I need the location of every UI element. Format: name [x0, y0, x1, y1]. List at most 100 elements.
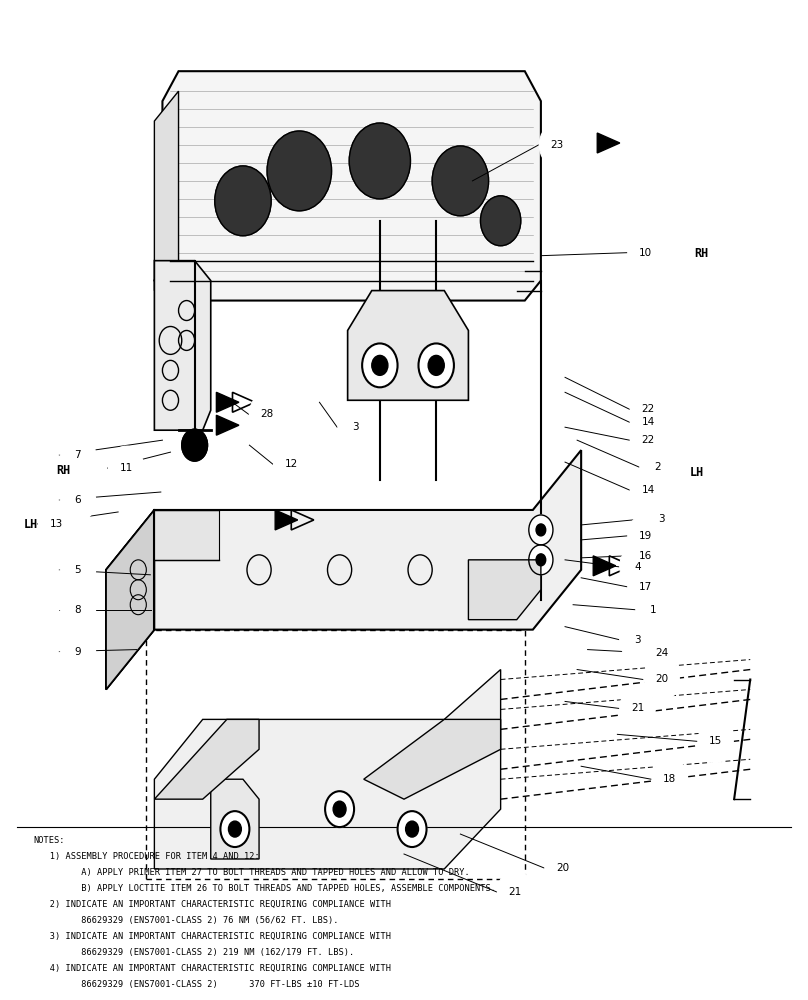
Text: 14: 14 [642, 485, 654, 495]
Circle shape [545, 846, 580, 890]
Circle shape [60, 433, 95, 477]
Circle shape [481, 196, 521, 246]
Polygon shape [276, 510, 297, 530]
Text: NOTES:: NOTES: [34, 836, 65, 845]
Circle shape [620, 545, 655, 589]
Circle shape [536, 524, 545, 536]
Circle shape [628, 565, 663, 609]
Text: 2) INDICATE AN IMPORTANT CHARACTERISTIC REQUIRING COMPLIANCE WITH: 2) INDICATE AN IMPORTANT CHARACTERISTIC … [34, 900, 390, 909]
Circle shape [349, 123, 410, 199]
Circle shape [419, 343, 454, 387]
Text: 7: 7 [74, 450, 81, 460]
Circle shape [267, 131, 331, 211]
Text: 9: 9 [74, 647, 81, 657]
Text: 1: 1 [650, 605, 657, 615]
Circle shape [620, 618, 655, 662]
Polygon shape [106, 510, 154, 689]
Text: 28: 28 [260, 409, 274, 419]
Polygon shape [106, 510, 154, 689]
Text: 12: 12 [284, 459, 298, 469]
Text: LH: LH [24, 518, 38, 531]
Text: 4: 4 [634, 562, 641, 572]
Circle shape [432, 146, 489, 216]
Text: 10: 10 [639, 248, 652, 258]
Circle shape [640, 445, 675, 489]
Circle shape [406, 821, 419, 837]
Text: A) APPLY PRIMER ITEM 27 TO BOLT THREADS AND TAPPED HOLES AND ALLOW TO DRY.: A) APPLY PRIMER ITEM 27 TO BOLT THREADS … [34, 868, 469, 877]
Text: 86629329 (ENS7001-CLASS 2)      370 FT-LBS ±10 FT-LDS: 86629329 (ENS7001-CLASS 2) 370 FT-LBS ±1… [34, 980, 359, 989]
Text: 20: 20 [655, 675, 668, 685]
Circle shape [60, 630, 95, 674]
Text: 6: 6 [74, 495, 81, 505]
Text: 16: 16 [639, 551, 652, 561]
Text: 20: 20 [556, 863, 569, 873]
Circle shape [274, 442, 309, 486]
Circle shape [644, 631, 680, 675]
Text: 2: 2 [654, 462, 661, 472]
Polygon shape [364, 719, 501, 799]
Circle shape [362, 343, 398, 387]
Circle shape [628, 231, 663, 275]
Circle shape [108, 446, 144, 490]
Circle shape [630, 468, 666, 512]
Circle shape [333, 801, 346, 817]
Polygon shape [154, 510, 219, 560]
Polygon shape [593, 556, 616, 576]
Circle shape [536, 554, 545, 566]
Circle shape [428, 355, 444, 375]
Circle shape [498, 870, 532, 914]
Text: B) APPLY LOCTITE ITEM 26 TO BOLT THREADS AND TAPPED HOLES, ASSEMBLE COMPONENTS.: B) APPLY LOCTITE ITEM 26 TO BOLT THREADS… [34, 884, 495, 893]
Polygon shape [154, 91, 179, 291]
Circle shape [528, 545, 553, 575]
Circle shape [60, 588, 95, 632]
Circle shape [372, 355, 388, 375]
Circle shape [630, 418, 666, 462]
Text: 86629329 (ENS7001-CLASS 2) 76 NM (56/62 FT. LBS).: 86629329 (ENS7001-CLASS 2) 76 NM (56/62 … [34, 916, 338, 925]
Circle shape [628, 534, 663, 578]
Polygon shape [469, 560, 541, 620]
Text: RH: RH [56, 464, 70, 477]
Text: 18: 18 [663, 774, 676, 784]
Circle shape [620, 686, 655, 730]
Text: 3: 3 [352, 422, 359, 432]
Text: 5: 5 [74, 565, 81, 575]
Circle shape [215, 166, 271, 236]
Circle shape [39, 502, 74, 546]
Polygon shape [597, 133, 620, 153]
Text: 15: 15 [709, 736, 722, 746]
Circle shape [229, 821, 242, 837]
Text: 3: 3 [659, 514, 665, 524]
Circle shape [182, 429, 208, 461]
Text: 4) INDICATE AN IMPORTANT CHARACTERISTIC REQUIRING COMPLIANCE WITH: 4) INDICATE AN IMPORTANT CHARACTERISTIC … [34, 964, 390, 973]
Polygon shape [217, 415, 239, 435]
Circle shape [221, 811, 250, 847]
Text: 21: 21 [508, 887, 522, 897]
Polygon shape [154, 670, 501, 869]
Circle shape [630, 387, 666, 431]
Polygon shape [154, 719, 259, 799]
Text: 23: 23 [550, 140, 564, 150]
Circle shape [325, 791, 354, 827]
Text: 1) ASSEMBLY PROCEDURE FOR ITEM 4 AND 12:: 1) ASSEMBLY PROCEDURE FOR ITEM 4 AND 12: [34, 852, 259, 861]
Text: RH: RH [694, 247, 708, 260]
Circle shape [630, 400, 666, 444]
Circle shape [644, 658, 680, 701]
Polygon shape [217, 392, 239, 412]
Circle shape [528, 515, 553, 545]
Polygon shape [154, 261, 211, 430]
Circle shape [250, 392, 285, 436]
Circle shape [60, 478, 95, 522]
Text: 24: 24 [655, 648, 668, 658]
Text: 19: 19 [639, 531, 652, 541]
Circle shape [628, 514, 663, 558]
Text: LH: LH [690, 466, 704, 479]
Text: 22: 22 [642, 435, 654, 445]
Text: 86629329 (ENS7001-CLASS 2) 219 NM (162/179 FT. LBS).: 86629329 (ENS7001-CLASS 2) 219 NM (162/1… [34, 948, 354, 957]
Circle shape [60, 548, 95, 592]
Circle shape [338, 405, 373, 449]
Text: 14: 14 [642, 417, 654, 427]
Circle shape [644, 497, 680, 541]
Polygon shape [211, 779, 259, 859]
Text: 11: 11 [120, 463, 133, 473]
Polygon shape [347, 291, 469, 400]
